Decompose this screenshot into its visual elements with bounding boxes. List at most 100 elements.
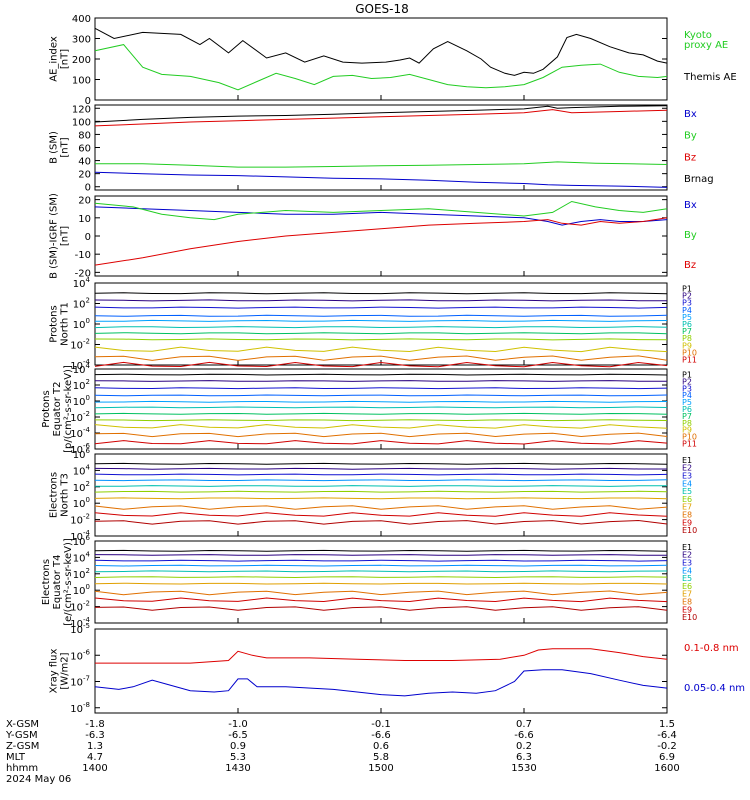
legend-p9: P9: [682, 341, 692, 350]
legend-p10: P10: [682, 348, 697, 357]
y-tick-label: 10-4: [70, 426, 90, 440]
series-line-bz: [94, 109, 668, 127]
y-tick-label: 102: [73, 567, 90, 581]
series-line-0-1-0-8-nm: [95, 648, 668, 664]
y-tick-label: 102: [73, 480, 90, 494]
y-tick-label: 10-4: [70, 358, 90, 372]
y-tick-label: 60: [78, 144, 91, 155]
channel-line-e6: [94, 576, 668, 579]
y-tick-label: 104: [73, 463, 91, 477]
y-tick-label: 300: [72, 35, 91, 46]
y-tick-label: 10-4: [70, 616, 90, 630]
time-axis-row-label: Y-GSM: [5, 730, 38, 741]
y-axis-label: [nT]: [60, 226, 71, 246]
y-tick-label: -10: [75, 250, 91, 261]
channel-line-e9: [94, 512, 668, 517]
legend-p11: P11: [682, 440, 697, 449]
legend-e4: E4: [682, 566, 692, 575]
legend-e9: E9: [682, 518, 692, 527]
time-axis-value: -6.6: [371, 730, 391, 741]
legend-entry: By: [684, 131, 697, 142]
legend-p4: P4: [682, 391, 692, 400]
legend-e5: E5: [682, 574, 692, 583]
legend-entry: Bz: [684, 260, 696, 271]
y-axis-label: B (SM)-IGRF (SM): [49, 193, 60, 279]
y-tick-label: 20: [78, 170, 91, 181]
legend-e1: E1: [682, 543, 692, 552]
channel-line-p5: [94, 319, 668, 322]
y-axis-label: AE_index: [49, 36, 60, 82]
y-tick-label: 0: [85, 96, 91, 107]
channel-line-e4: [94, 564, 668, 567]
y-tick-label: 100: [72, 117, 91, 128]
time-axis-value: 1530: [511, 763, 536, 774]
panel-frame: [94, 195, 668, 277]
y-axis-label: Equator T2: [52, 382, 63, 437]
y-tick-label: 10-2: [70, 410, 90, 424]
channel-line-e8: [94, 505, 668, 510]
y-tick-label: 100: [73, 317, 90, 331]
y-axis-label: North T3: [60, 473, 71, 517]
series-line-bx: [94, 171, 668, 188]
legend-p10: P10: [682, 433, 697, 442]
channel-line-p2: [94, 299, 668, 302]
legend-entry: Kyoto: [684, 30, 712, 41]
date-label: 2024 May 06: [6, 774, 71, 785]
legend-p6: P6: [682, 320, 692, 329]
panel-frame: [94, 628, 668, 714]
y-tick-label: -20: [75, 268, 91, 279]
y-tick-label: 106: [73, 447, 91, 461]
legend-p3: P3: [682, 299, 692, 308]
y-axis-label: Xray flux: [49, 649, 60, 694]
y-tick-label: 10-4: [70, 529, 90, 543]
channel-line-e1: [94, 462, 668, 465]
time-axis-value: 1500: [368, 763, 393, 774]
y-axis-label: [nT]: [60, 49, 71, 69]
legend-p8: P8: [682, 419, 692, 428]
time-axis-value: 4.7: [87, 752, 103, 763]
legend-p2: P2: [682, 377, 692, 386]
legend-p1: P1: [682, 285, 692, 294]
channel-line-p7: [94, 412, 668, 415]
channel-line-e8: [94, 590, 668, 596]
y-axis-label: [p/(cm²-s-sr-keV)]: [63, 365, 74, 453]
legend-p5: P5: [682, 398, 692, 407]
channel-line-p8: [94, 419, 668, 422]
legend-p9: P9: [682, 426, 692, 435]
y-tick-label: 10-2: [70, 338, 90, 352]
channel-line-p9: [94, 424, 668, 429]
time-axis-row-label: MLT: [6, 752, 26, 763]
time-axis-value: -1.0: [228, 719, 248, 730]
time-axis-value: -6.6: [514, 730, 534, 741]
time-axis-value: 5.3: [230, 752, 246, 763]
y-axis-label: Electrons: [41, 559, 52, 605]
legend-p11: P11: [682, 355, 697, 364]
y-axis-label: Protons: [41, 390, 52, 427]
legend-p3: P3: [682, 384, 692, 393]
legend-e10: E10: [682, 613, 697, 622]
channel-line-e7: [94, 582, 668, 585]
y-tick-label: 100: [73, 583, 90, 597]
channel-line-e2: [94, 554, 667, 556]
legend-e8: E8: [682, 511, 692, 520]
time-axis-row-label: X-GSM: [6, 719, 39, 730]
panel-7: 10-4 10-2 100 102 104 106 Electrons Equator T4[…: [41, 534, 697, 630]
channel-line-e5: [94, 570, 668, 573]
y-tick-label: 400: [72, 14, 91, 25]
time-axis-value: 5.8: [373, 752, 389, 763]
time-axis-value: -6.3: [85, 730, 105, 741]
legend-entry: Themis AE: [683, 72, 737, 83]
panel-8: 10-8 10-7 10-6 10-5 Xray flux [W/m2] 0.1-0.8 n…: [49, 622, 746, 715]
legend-e2: E2: [682, 464, 692, 473]
time-axis-value: 0.9: [230, 741, 246, 752]
time-axis-value: 1.5: [659, 719, 675, 730]
y-tick-label: 102: [73, 378, 90, 392]
legend-e1: E1: [682, 456, 692, 465]
channel-line-e10: [94, 519, 668, 525]
y-tick-label: 100: [73, 394, 90, 408]
y-tick-label: 100: [73, 496, 90, 510]
series-line-kyoto-proxy-ae: [94, 44, 668, 91]
y-tick-label: 0: [85, 232, 91, 243]
time-axis-value: 0.6: [373, 741, 389, 752]
